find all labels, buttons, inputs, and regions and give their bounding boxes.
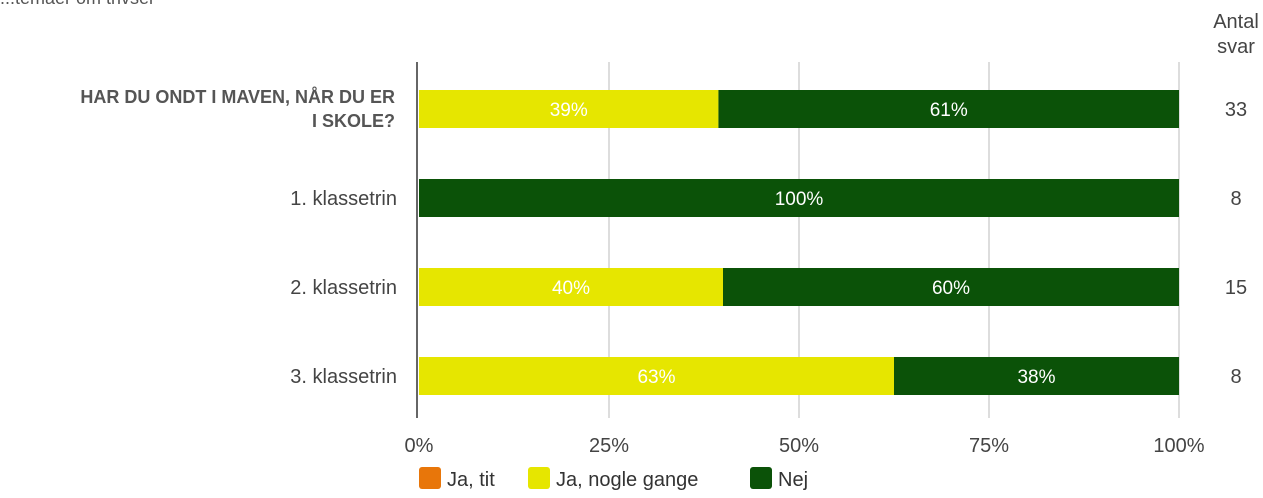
count-header-text: svar	[1217, 36, 1255, 58]
legend: Ja, tit Ja, nogle gange Nej	[419, 467, 808, 491]
legend-item: Ja, nogle gange	[528, 467, 698, 491]
count-header: Antal svar	[1213, 11, 1259, 58]
chart-title: ...temaer om trivsel	[0, 0, 153, 8]
bar-data-label: 39%	[550, 100, 588, 121]
legend-item: Ja, tit	[419, 467, 495, 491]
bar-segment	[419, 268, 723, 306]
x-tick-label: 50%	[779, 435, 819, 457]
legend-item: Nej	[750, 467, 808, 491]
bar-segment	[419, 179, 1179, 217]
bars: 39% 61% 100% 40% 60% 63% 38%	[419, 90, 1179, 395]
x-axis: 0% 25% 50% 75% 100%	[405, 62, 1205, 457]
bar-segment	[419, 357, 894, 395]
bar-segment	[718, 90, 1179, 128]
x-tick-label: 100%	[1153, 435, 1204, 457]
x-tick-label: 75%	[969, 435, 1009, 457]
x-tick-label: 0%	[405, 435, 434, 457]
count-header-text: Antal	[1213, 11, 1259, 33]
bar-data-label: 40%	[552, 278, 590, 299]
count-value: 33	[1225, 99, 1247, 121]
legend-label: Ja, tit	[447, 469, 495, 491]
counts: 33 8 15 8	[1225, 99, 1247, 388]
bar-data-label: 63%	[637, 367, 675, 388]
bar-segment	[894, 357, 1179, 395]
bar-data-label: 61%	[930, 100, 968, 121]
bar-segment	[419, 90, 719, 128]
count-value: 15	[1225, 277, 1247, 299]
category-labels: HAR DU ONDT I MAVEN, NÅR DU ER I SKOLE? 1.…	[80, 87, 397, 388]
count-value: 8	[1230, 366, 1241, 388]
bar-data-label: 38%	[1017, 367, 1055, 388]
x-tick-label: 25%	[589, 435, 629, 457]
bar-data-label: 100%	[775, 189, 824, 210]
count-value: 8	[1230, 188, 1241, 210]
legend-label: Nej	[778, 469, 808, 491]
legend-label: Ja, nogle gange	[556, 469, 698, 491]
legend-swatch	[528, 467, 550, 489]
bar-data-label: 60%	[932, 278, 970, 299]
legend-swatch	[750, 467, 772, 489]
category-label: 2. klassetrin	[290, 277, 397, 299]
bar-segment	[723, 268, 1179, 306]
category-label: 1. klassetrin	[290, 188, 397, 210]
category-label: 3. klassetrin	[290, 366, 397, 388]
legend-swatch	[419, 467, 441, 489]
category-label: HAR DU ONDT I MAVEN, NÅR DU ER I SKOLE?	[80, 87, 395, 131]
